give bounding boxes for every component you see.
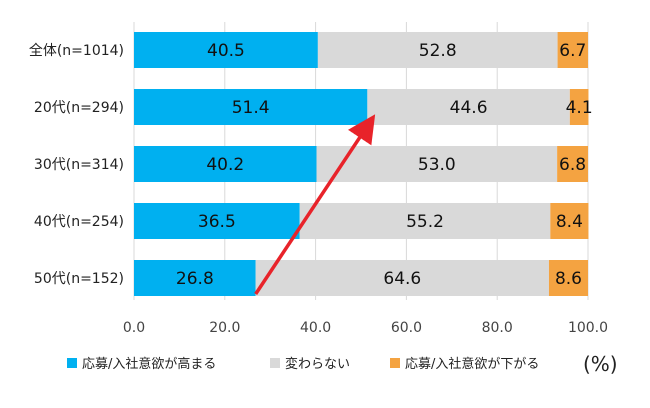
- category-label-0: 全体(n=1014): [29, 42, 124, 59]
- x-tick-label-4: 80.0: [482, 320, 513, 336]
- value-label-3-2: 8.4: [556, 212, 583, 232]
- value-label-1-2: 4.1: [566, 98, 593, 118]
- value-label-0-1: 52.8: [419, 41, 457, 61]
- legend-label-1: 変わらない: [285, 356, 350, 372]
- category-label-1: 20代(n=294): [34, 100, 124, 116]
- legend: 応募/入社意欲が高まる 変わらない 応募/入社意欲が下がる (%): [67, 352, 618, 376]
- bar-segment-3-0: [134, 203, 300, 239]
- value-label-4-0: 26.8: [176, 269, 214, 289]
- value-label-1-1: 44.6: [450, 98, 488, 118]
- bar-segment-2-2: [557, 146, 588, 182]
- unit-label: (%): [583, 352, 618, 376]
- value-label-3-1: 55.2: [406, 212, 444, 232]
- x-axis-ticks: 0.0 20.0 40.0 60.0 80.0 100.0: [123, 320, 608, 336]
- category-label-4: 50代(n=152): [34, 271, 124, 287]
- bar-segment-4-0: [134, 260, 256, 296]
- category-labels: 全体(n=1014) 20代(n=294) 30代(n=314) 40代(n=254)…: [29, 42, 124, 287]
- bar-segment-0-2: [557, 32, 588, 68]
- bars: [134, 32, 589, 296]
- bar-segment-2-1: [316, 146, 558, 182]
- x-tick-label-0: 0.0: [123, 320, 145, 336]
- value-label-2-1: 53.0: [418, 155, 456, 175]
- x-tick-label-3: 60.0: [391, 320, 422, 336]
- legend-swatch-1: [270, 358, 280, 368]
- value-label-2-2: 6.8: [559, 155, 586, 175]
- value-label-1-0: 51.4: [232, 98, 270, 118]
- category-label-3: 40代(n=254): [34, 214, 124, 230]
- bar-segment-1-1: [367, 89, 570, 125]
- legend-label-2: 応募/入社意欲が下がる: [405, 356, 539, 372]
- bar-segment-1-0: [134, 89, 368, 125]
- category-label-2: 30代(n=314): [34, 157, 124, 173]
- bar-segment-3-1: [299, 203, 551, 239]
- x-tick-label-1: 20.0: [209, 320, 240, 336]
- value-label-4-2: 8.6: [555, 269, 582, 289]
- value-label-0-0: 40.5: [207, 41, 245, 61]
- bar-segment-3-2: [550, 203, 589, 239]
- legend-label-0: 応募/入社意欲が高まる: [82, 356, 216, 372]
- bar-segment-1-2: [569, 89, 589, 125]
- value-label-3-0: 36.5: [198, 212, 236, 232]
- trend-arrow-line: [254, 114, 376, 295]
- value-label-4-1: 64.6: [383, 269, 421, 289]
- legend-swatch-0: [67, 358, 77, 368]
- x-tick-label-2: 40.0: [300, 320, 331, 336]
- x-tick-label-5: 100.0: [568, 320, 608, 336]
- bar-segment-0-0: [134, 32, 318, 68]
- bar-segment-2-0: [134, 146, 317, 182]
- value-labels: 40.5 52.8 6.7 51.4 44.6 4.1 40.2 53.0 6.8 36.5 55.…: [176, 41, 593, 289]
- trend-arrow: [254, 114, 376, 295]
- bar-segment-0-1: [317, 32, 558, 68]
- legend-swatch-2: [390, 358, 400, 368]
- bar-segment-4-2: [548, 260, 588, 296]
- value-label-2-0: 40.2: [206, 155, 244, 175]
- value-label-0-2: 6.7: [559, 41, 586, 61]
- bar-segment-4-1: [255, 260, 549, 296]
